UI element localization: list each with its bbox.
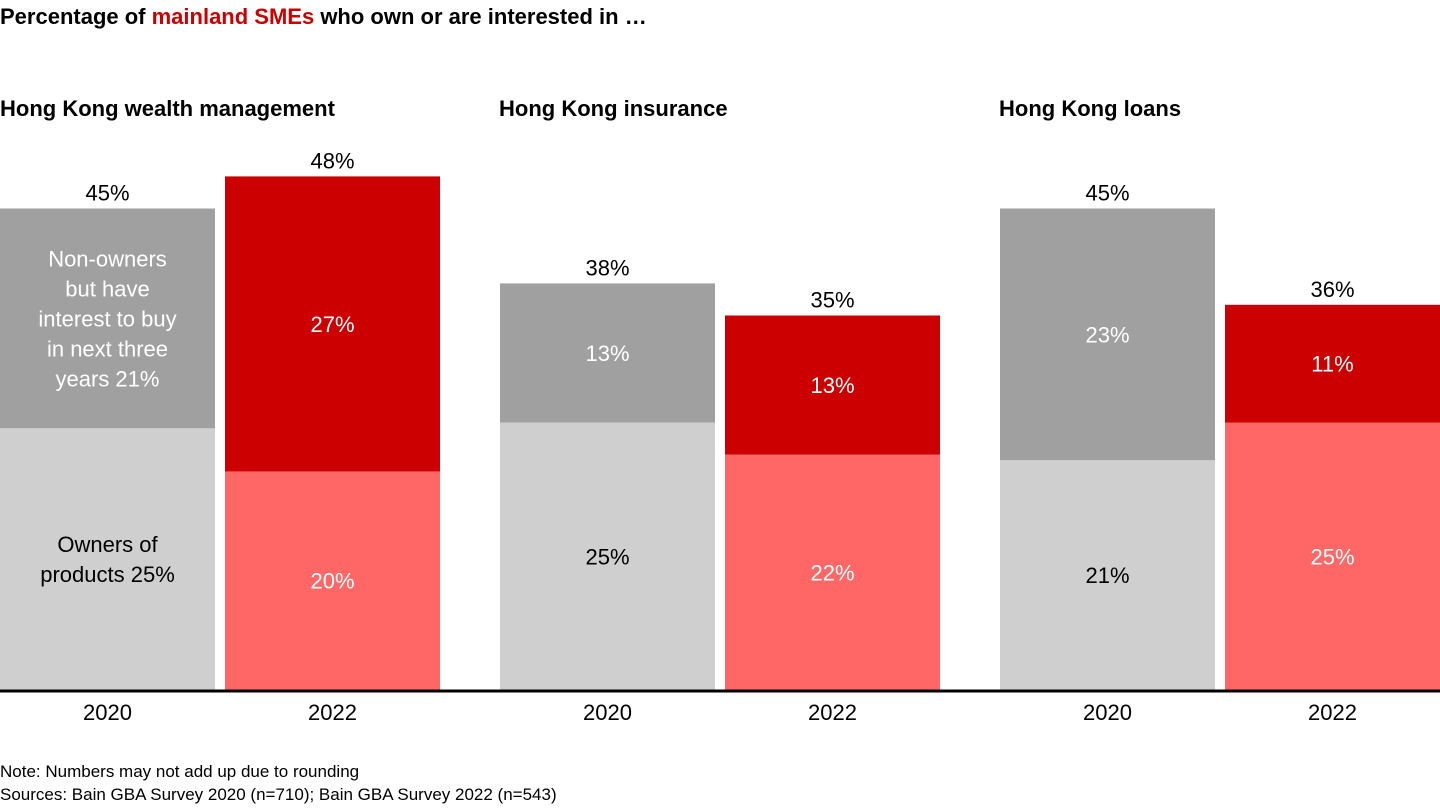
total-label-wealth-2020: 45% — [85, 181, 129, 206]
x-tick-label-insurance-2020: 2020 — [583, 700, 632, 725]
panel-title-loans: Hong Kong loans — [999, 96, 1182, 121]
owners-value-label-loans-2020: 21% — [1085, 563, 1129, 588]
nonowners-value-label-loans-2022: 11% — [1311, 352, 1353, 377]
nonowners-legend-label: Non-owners but have interest to buy in next… — [38, 246, 176, 391]
x-tick-label-insurance-2022: 2022 — [808, 700, 857, 725]
nonowners-value-label-wealth-2022: 27% — [310, 312, 354, 337]
nonowners-legend-label-line: but have — [65, 276, 149, 301]
x-tick-label-loans-2022: 2022 — [1308, 700, 1357, 725]
nonowners-value-label-insurance-2020: 13% — [585, 341, 629, 366]
title-part-1: Percentage of — [0, 4, 152, 29]
bar-segment-nonowners-insurance-2022 — [725, 315, 940, 455]
x-tick-label-loans-2020: 2020 — [1083, 700, 1132, 725]
bar-segment-owners-loans-2022 — [1225, 422, 1440, 690]
owners-value-label-loans-2022: 25% — [1310, 544, 1354, 569]
title-highlight: mainland SMEs — [151, 4, 315, 29]
bar-segment-nonowners-insurance-2020 — [500, 283, 715, 423]
footnote: Note: Numbers may not add up due to roun… — [0, 762, 360, 781]
bar-segment-owners-wealth-2022 — [225, 471, 440, 690]
bar-segment-owners-wealth-2020 — [0, 428, 215, 690]
total-label-insurance-2022: 35% — [810, 288, 854, 313]
title-part-3: who own or are interested in … — [314, 4, 647, 29]
x-tick-label-wealth-2020: 2020 — [83, 700, 132, 725]
bar-segment-nonowners-wealth-2020 — [0, 208, 215, 429]
sources-note: Sources: Bain GBA Survey 2020 (n=710); B… — [0, 785, 557, 804]
bar-segment-owners-loans-2020 — [1000, 460, 1215, 690]
owners-legend-label: Owners of products 25% — [40, 532, 175, 587]
total-label-loans-2020: 45% — [1085, 181, 1129, 206]
nonowners-legend-label-line: in next three — [47, 336, 168, 361]
bar-segment-owners-insurance-2020 — [500, 422, 715, 690]
owners-legend-label-line: Owners of — [57, 532, 158, 557]
panel-title-wealth-management: Hong Kong wealth management — [0, 96, 335, 121]
chart-title: Percentage of mainland SMEs who own or a… — [0, 4, 647, 30]
owners-value-label-wealth-2022: 20% — [310, 569, 354, 594]
owners-legend-label-line: products 25% — [40, 562, 175, 587]
total-label-loans-2022: 36% — [1310, 277, 1354, 302]
nonowners-legend-label-line: years 21% — [56, 366, 160, 391]
bar-segment-nonowners-wealth-2022 — [225, 176, 440, 472]
nonowners-legend-label-line: interest to buy — [38, 306, 176, 331]
bar-segment-nonowners-loans-2022 — [1225, 304, 1440, 423]
panel-title-insurance: Hong Kong insurance — [499, 96, 728, 121]
total-label-wealth-2022: 48% — [310, 148, 354, 173]
nonowners-legend-label-line: Non-owners — [48, 246, 167, 271]
x-tick-label-wealth-2022: 2022 — [308, 700, 357, 725]
owners-value-label-insurance-2020: 25% — [585, 544, 629, 569]
bar-segment-nonowners-loans-2020 — [1000, 208, 1215, 461]
bar-segment-owners-insurance-2022 — [725, 454, 940, 690]
nonowners-value-label-insurance-2022: 13% — [810, 373, 854, 398]
total-label-insurance-2020: 38% — [585, 255, 629, 280]
nonowners-value-label-loans-2020: 23% — [1085, 322, 1129, 347]
owners-value-label-insurance-2022: 22% — [810, 560, 854, 585]
